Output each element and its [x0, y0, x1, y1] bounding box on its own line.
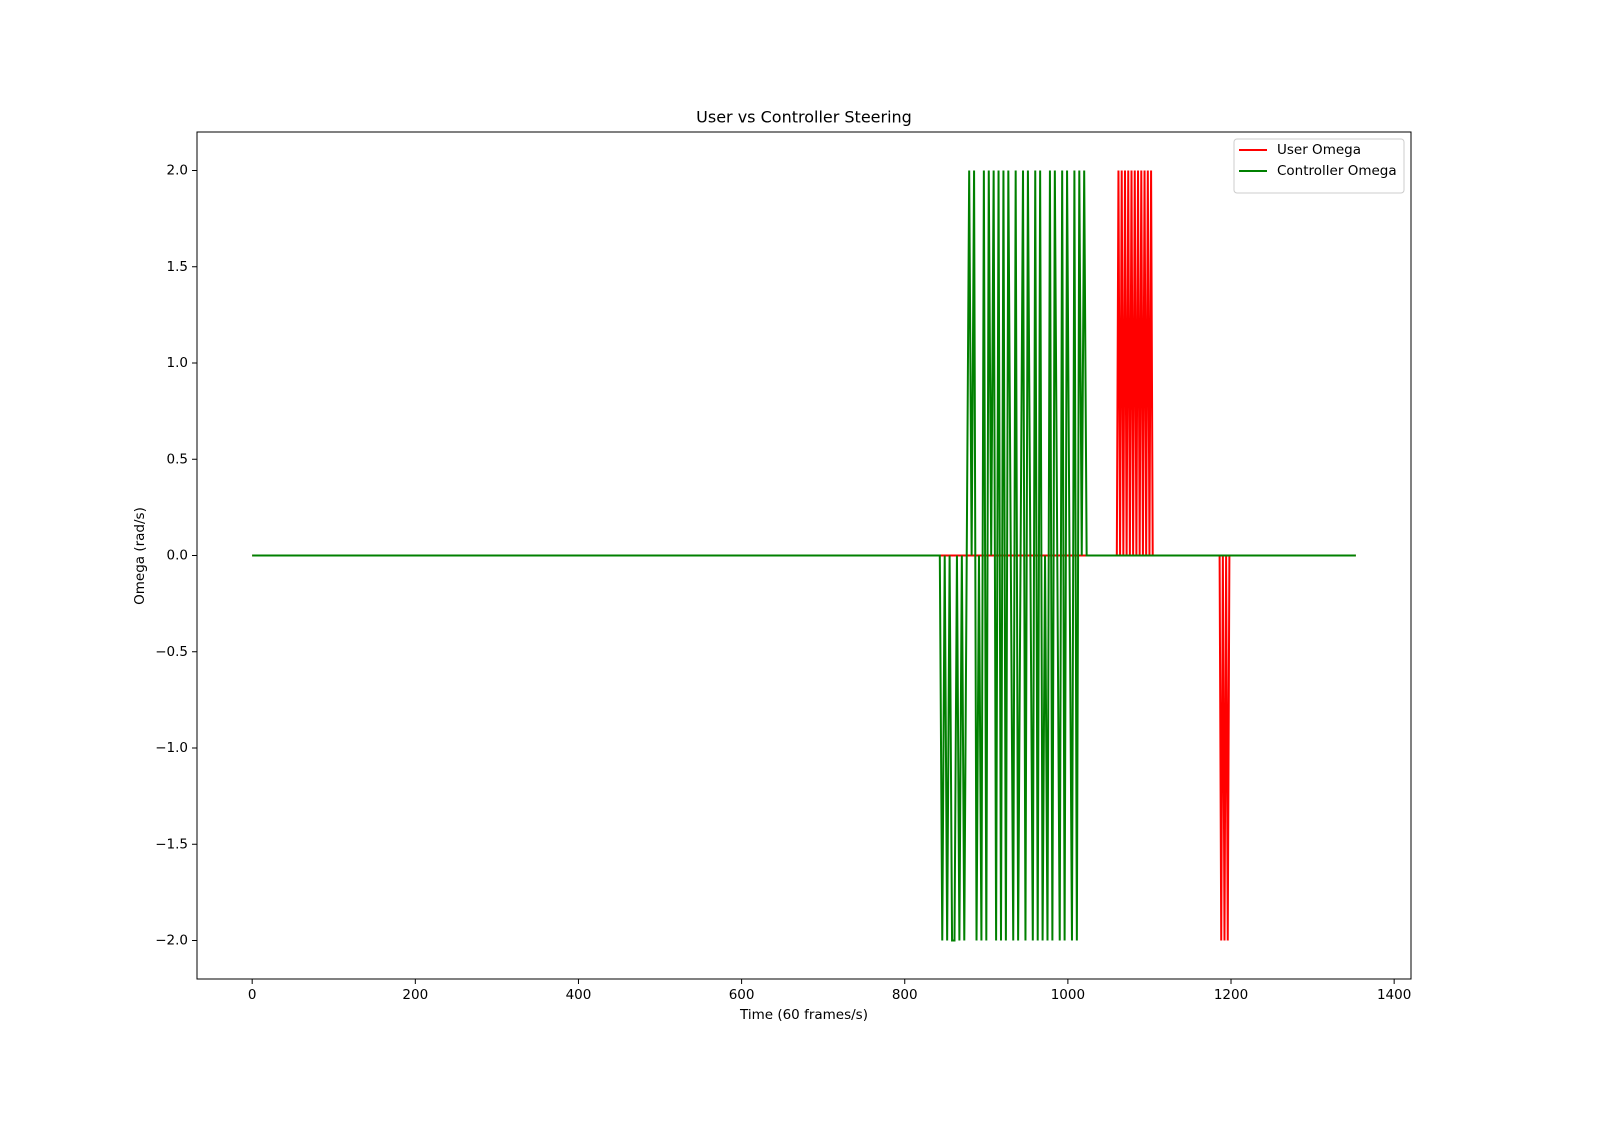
y-axis-label: Omega (rad/s) [132, 507, 148, 605]
y-tick-label: 1.5 [167, 259, 188, 275]
x-axis-label: Time (60 frames/s) [739, 1007, 868, 1023]
x-tick-label: 1200 [1214, 987, 1248, 1003]
y-tick-label: −1.5 [155, 836, 188, 852]
legend-label: User Omega [1277, 142, 1361, 158]
y-tick-label: 1.0 [167, 355, 188, 371]
y-tick-label: −0.5 [155, 644, 188, 660]
legend-label: Controller Omega [1277, 163, 1397, 179]
y-tick-label: 2.0 [167, 163, 188, 179]
x-tick-label: 800 [892, 987, 918, 1003]
y-tick-label: −1.0 [155, 740, 188, 756]
series-line [252, 170, 1356, 942]
x-tick-label: 600 [729, 987, 755, 1003]
y-tick-label: 0.5 [167, 451, 188, 467]
legend-box [1233, 138, 1405, 194]
x-tick-label: 0 [248, 987, 257, 1003]
y-tick-label: −2.0 [155, 933, 188, 949]
plot-frame [196, 131, 1412, 980]
x-tick-label: 1400 [1377, 987, 1411, 1003]
x-tick-label: 1000 [1051, 987, 1085, 1003]
y-tick-label: 0.0 [167, 548, 188, 564]
x-tick-label: 200 [402, 987, 428, 1003]
x-tick-label: 400 [566, 987, 592, 1003]
chart-title: User vs Controller Steering [696, 108, 912, 127]
